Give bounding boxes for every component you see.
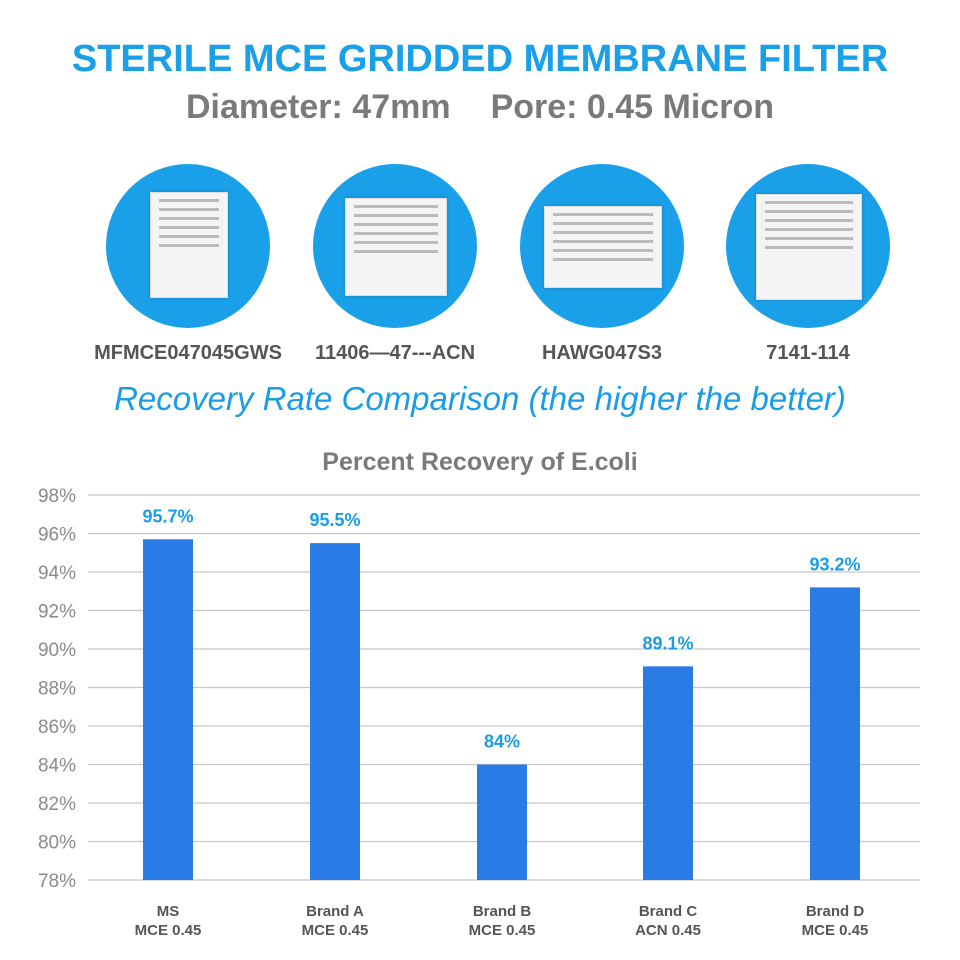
product-code: MFMCE047045GWS [94, 342, 282, 364]
product-image-product-box-brand-a [313, 164, 477, 328]
page-title: STERILE MCE GRIDDED MEMBRANE FILTER [71, 38, 889, 80]
chart-title: Percent Recovery of E.coli [322, 448, 638, 476]
y-tick-label: 98% [38, 486, 76, 507]
product-image-product-box-ms [106, 164, 270, 328]
data-label: 84% [484, 732, 520, 752]
y-tick-label: 92% [38, 602, 76, 623]
x-tick-label: MCE 0.45 [802, 922, 869, 939]
bar [477, 764, 527, 880]
spec-line: Diameter: 47mm Pore: 0.45 Micron [0, 88, 960, 127]
x-tick-label: Brand C [639, 903, 698, 920]
product-image-product-box-brand-d [726, 164, 890, 328]
y-tick-label: 90% [38, 640, 76, 661]
bar [310, 543, 360, 880]
y-tick-label: 78% [38, 871, 76, 892]
bar [143, 539, 193, 880]
x-tick-label: MCE 0.45 [469, 922, 536, 939]
y-tick-label: 82% [38, 794, 76, 815]
product-box [345, 198, 447, 296]
y-tick-label: 88% [38, 679, 76, 700]
product-code: 11406—47---ACN [314, 342, 476, 364]
comparison-heading: Recovery Rate Comparison (the higher the… [114, 380, 846, 417]
x-tick-label: MCE 0.45 [302, 922, 369, 939]
x-tick-label: Brand A [306, 903, 364, 920]
y-tick-label: 94% [38, 563, 76, 584]
data-label: 95.7% [142, 506, 193, 526]
product-code: 7141-114 [766, 342, 850, 364]
x-tick-label: ACN 0.45 [635, 922, 701, 939]
product-box [150, 192, 228, 298]
product-image-product-box-brand-b [520, 164, 684, 328]
product-box [544, 206, 662, 288]
y-tick-label: 96% [38, 525, 76, 546]
pore-spec: Pore: 0.45 Micron [490, 88, 774, 126]
x-tick-label: Brand B [473, 903, 532, 920]
diameter-spec: Diameter: 47mm [186, 88, 451, 126]
x-tick-label: MS [157, 903, 180, 920]
y-tick-label: 80% [38, 833, 76, 854]
bar [810, 587, 860, 880]
bar [643, 666, 693, 880]
data-label: 93.2% [809, 554, 860, 574]
data-label: 95.5% [309, 510, 360, 530]
x-tick-label: Brand D [806, 903, 865, 920]
x-tick-label: MCE 0.45 [135, 922, 202, 939]
y-tick-label: 84% [38, 756, 76, 777]
y-tick-label: 86% [38, 717, 76, 738]
product-code: HAWG047S3 [541, 342, 663, 364]
product-box [756, 194, 862, 300]
data-label: 89.1% [642, 633, 693, 653]
